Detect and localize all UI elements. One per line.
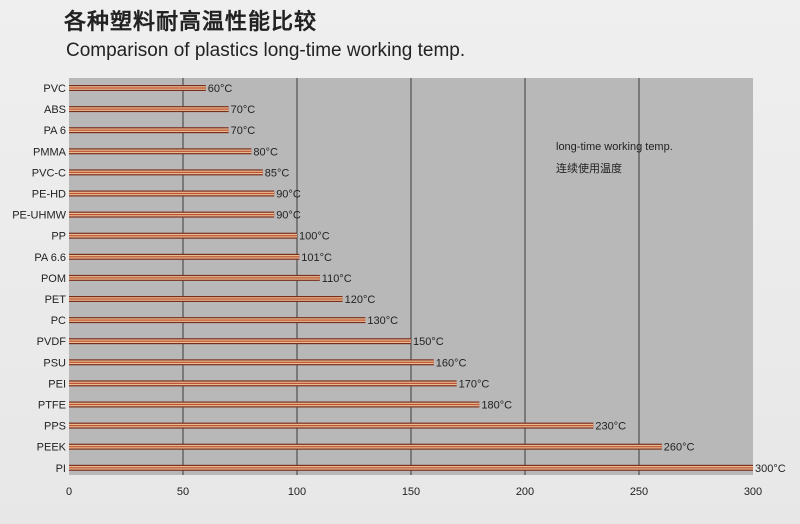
value-label: 260°C [664,442,695,454]
category-label: PVDF [37,336,67,348]
value-label: 100°C [299,231,330,243]
category-label: PC [51,315,66,327]
value-label: 300°C [755,463,786,475]
bar [69,148,252,155]
value-label: 70°C [231,104,256,116]
bar [69,253,300,260]
x-tick-label: 100 [288,486,306,498]
bar [69,169,263,176]
value-label: 120°C [345,294,376,306]
category-label: PA 6 [44,125,66,137]
x-tick-label: 200 [516,486,534,498]
value-label: 180°C [481,400,512,412]
bar [69,296,343,302]
bar [69,127,229,134]
x-tick-label: 50 [177,486,189,498]
bar [69,401,480,408]
category-label: PVC [43,83,66,95]
value-label: 230°C [595,421,626,433]
bar [69,274,320,281]
annotation-label-cn: 连续使用温度 [556,162,622,175]
category-label: PP [51,231,66,243]
value-label: 101°C [301,252,332,264]
category-label: PA 6.6 [34,252,66,264]
x-tick-label: 300 [744,486,762,498]
value-label: 90°C [276,210,301,222]
category-label: PE-UHMW [12,210,66,222]
category-label: PTFE [38,400,66,412]
value-label: 85°C [265,167,290,179]
x-tick-label: 150 [402,486,420,498]
category-label: PI [56,463,66,475]
bar [69,359,434,366]
category-label: PET [45,294,67,306]
value-label: 150°C [413,336,444,348]
annotation-label-en: long-time working temp. [556,141,673,153]
bar [69,380,457,387]
bar [69,464,753,471]
category-label: PE-HD [32,189,66,201]
bar [69,317,366,324]
category-label: PEEK [37,442,67,454]
bar [69,232,297,239]
value-label: 110°C [322,273,352,285]
bar [69,443,662,450]
bar [69,422,594,429]
category-label: PMMA [33,146,67,158]
value-label: 60°C [208,83,233,95]
bar [69,106,229,113]
value-label: 170°C [459,378,490,390]
category-label: PPS [44,421,66,433]
chart-subtitle: Comparison of plastics long-time working… [66,40,466,61]
value-label: 130°C [367,315,398,327]
value-label: 70°C [231,125,256,137]
bar [69,211,275,218]
category-label: ABS [44,104,66,116]
category-label: PSU [43,357,66,369]
chart-title: 各种塑料耐高温性能比较 [64,10,318,35]
x-tick-label: 250 [630,486,648,498]
x-tick-label: 0 [66,486,72,498]
bar [69,85,206,91]
bar [69,190,275,197]
value-label: 80°C [253,146,278,158]
category-label: PEI [48,378,66,390]
category-label: PVC-C [32,167,66,179]
value-label: 90°C [276,189,301,201]
category-label: POM [41,273,66,285]
bar [69,338,411,345]
value-label: 160°C [436,357,467,369]
